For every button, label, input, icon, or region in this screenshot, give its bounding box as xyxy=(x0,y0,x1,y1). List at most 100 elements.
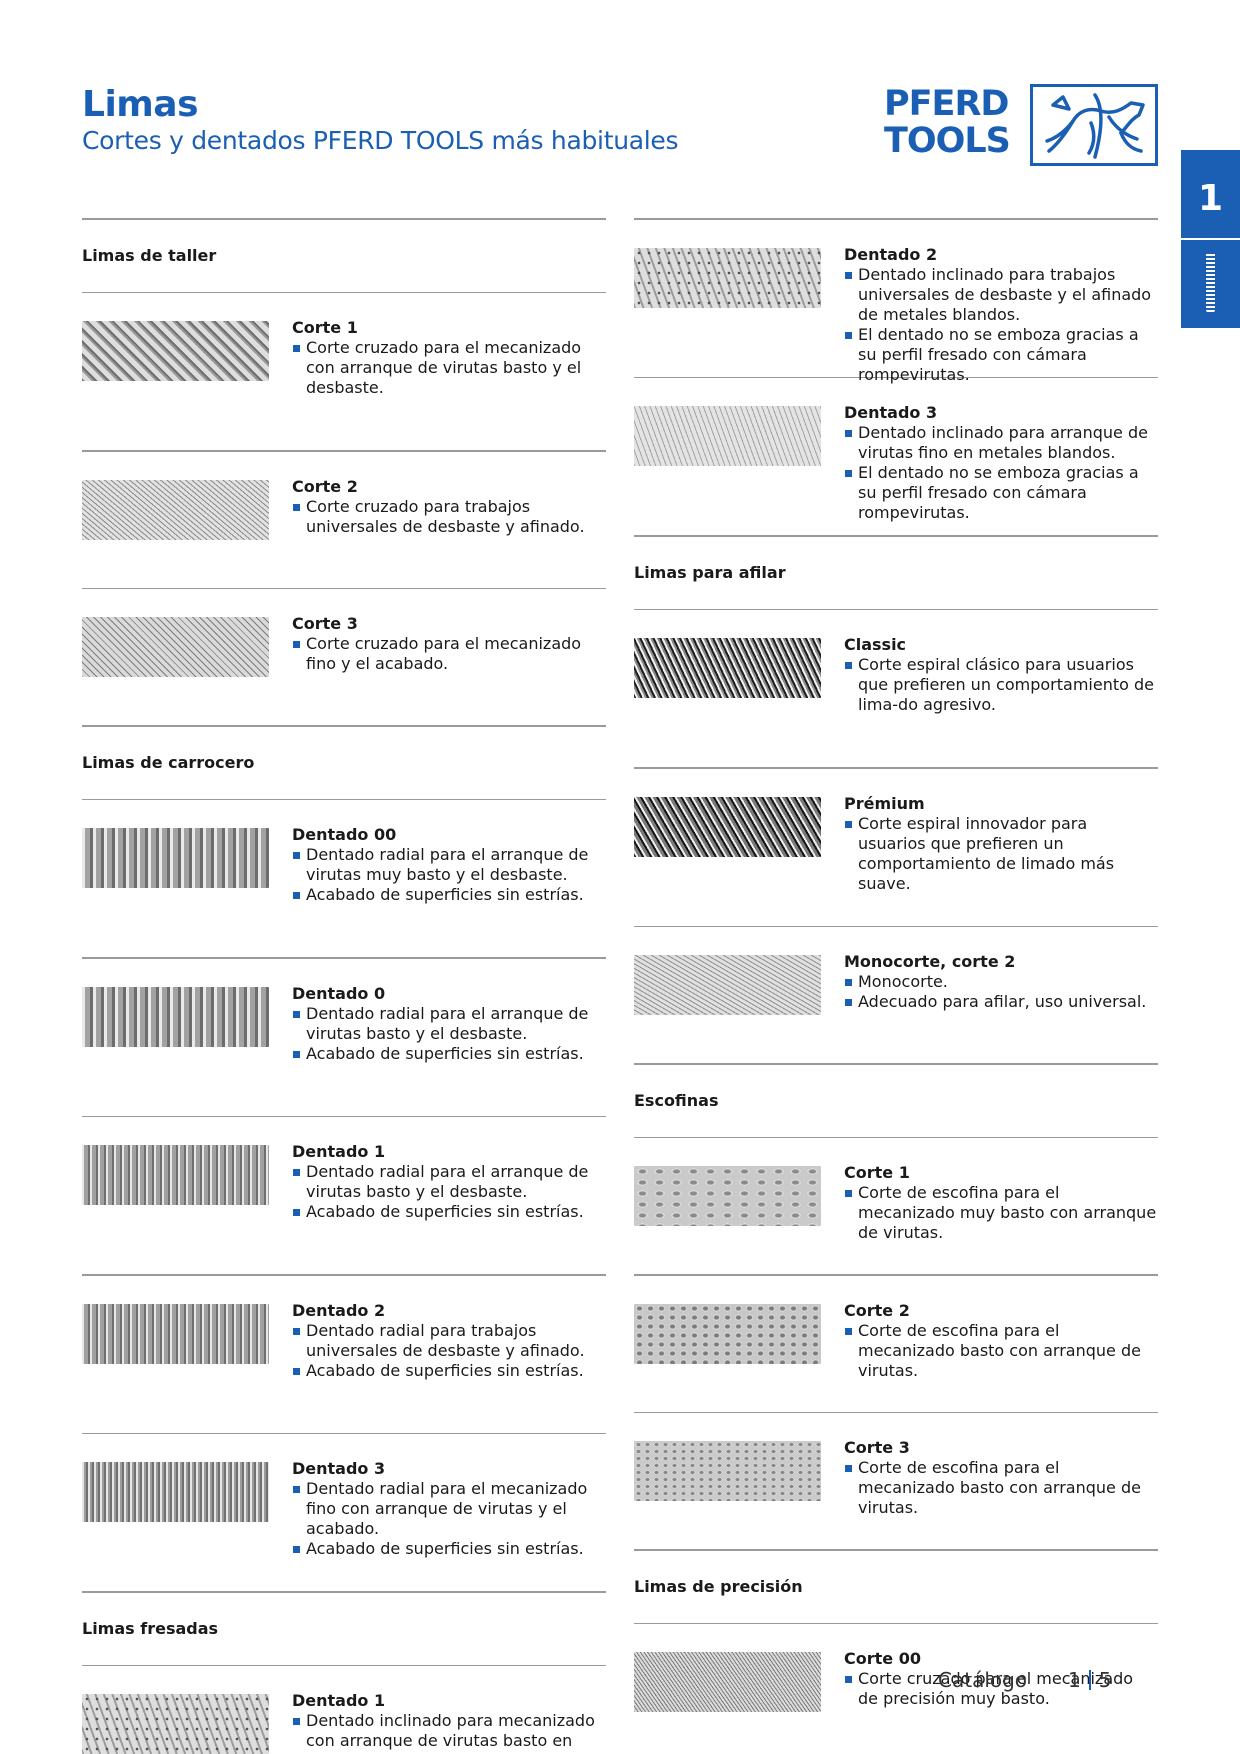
cut-bullet: Dentado radial para el mecanizado fino c… xyxy=(292,1479,606,1539)
cut-description: Dentado 1 Dentado radial para el arranque… xyxy=(292,1142,606,1222)
cut-bullet: Dentado radial para el arranque de virut… xyxy=(292,1004,606,1044)
cut-title: Dentado 1 xyxy=(292,1691,386,1710)
cut-bullet: Corte de escofina para el mecanizado muy… xyxy=(844,1183,1158,1243)
footer-catalog-label: Catálogo xyxy=(938,1668,1028,1692)
footer-page: 5 xyxy=(1098,1668,1112,1692)
cut-description: Corte 2 Corte cruzado para trabajos unive… xyxy=(292,477,606,537)
cut-texture-swatch xyxy=(82,1694,269,1754)
left-column: Limas de taller Corte 1 Corte cruzado para… xyxy=(82,218,606,1754)
section-rule xyxy=(82,798,606,800)
entry-rule xyxy=(634,1274,1158,1276)
cut-texture-swatch xyxy=(634,1652,821,1712)
cut-bullet: El dentado no se emboza gracias a su per… xyxy=(844,463,1158,523)
cut-bullet: Corte espiral innovador para usuarios qu… xyxy=(844,814,1158,894)
entry-rule xyxy=(634,1549,1158,1551)
cut-description: Dentado 3 Dentado inclinado para arranque… xyxy=(844,403,1158,523)
pferd-logo: PFERD TOOLS xyxy=(884,84,1158,166)
file-cut-entry: Classic Corte espiral clásico para usuari… xyxy=(634,610,1158,767)
cut-bullet: Acabado de superficies sin estrías. xyxy=(292,1361,606,1381)
file-icon xyxy=(1206,252,1215,312)
entry-rule xyxy=(634,925,1158,927)
cut-texture-swatch xyxy=(82,1145,269,1205)
cut-title: Dentado 00 xyxy=(292,825,397,844)
cut-title: Dentado 0 xyxy=(292,983,386,1003)
cut-title: Monocorte, corte 2 xyxy=(844,952,1016,971)
cut-texture-swatch xyxy=(634,955,821,1015)
entry-rule xyxy=(634,1411,1158,1413)
section-heading: Escofinas xyxy=(634,1091,719,1110)
cut-texture-swatch xyxy=(82,479,269,540)
file-cut-entry: Dentado 2 Dentado radial para trabajos un… xyxy=(82,1276,606,1433)
chapter-tab-divider xyxy=(1181,238,1240,240)
cut-bullet: Dentado radial para el arranque de virut… xyxy=(292,1162,606,1202)
cut-description: Monocorte, corte 2 Monocorte. Adecuado par… xyxy=(844,952,1158,1012)
entry-rule xyxy=(82,725,606,727)
logo-line-2: TOOLS xyxy=(884,121,1011,161)
cut-title: Corte 3 xyxy=(292,614,358,633)
cut-title: Dentado 3 xyxy=(844,403,938,422)
cut-description: Prémium Corte espiral innovador para usua… xyxy=(844,794,1158,894)
cut-bullet: Dentado inclinado para arranque de virut… xyxy=(844,423,1158,463)
logo-wordmark: PFERD TOOLS xyxy=(884,84,1011,161)
cut-texture-swatch xyxy=(82,986,269,1047)
cut-bullet: Corte espiral clásico para usuarios que … xyxy=(844,655,1158,715)
cut-bullet: Dentado inclinado para trabajos universa… xyxy=(844,265,1158,325)
cut-description: Dentado 00 Dentado radial para el arranqu… xyxy=(292,825,606,905)
file-cut-entry: Dentado 3 Dentado inclinado para arranque… xyxy=(634,378,1158,535)
cut-bullet: Dentado radial para el arranque de virut… xyxy=(292,845,606,885)
entry-rule xyxy=(82,1591,606,1593)
cut-title: Classic xyxy=(844,635,907,654)
cut-description: Dentado 0 Dentado radial para el arranque… xyxy=(292,984,606,1064)
chapter-number: 1 xyxy=(1197,178,1224,219)
cut-bullet: Acabado de superficies sin estrías. xyxy=(292,1539,606,1559)
section-rule xyxy=(82,218,606,220)
cut-bullet: Corte cruzado para el mecanizado de prec… xyxy=(844,1669,1158,1709)
file-cut-entry: Corte 1 Corte cruzado para el mecanizado … xyxy=(82,293,606,450)
entry-rule xyxy=(82,1274,606,1276)
cut-description: Corte 2 Corte de escofina para el mecaniz… xyxy=(844,1301,1158,1381)
logo-line-1: PFERD xyxy=(884,84,1009,124)
chapter-tab[interactable]: 1 xyxy=(1181,150,1240,328)
cut-title: Dentado 1 xyxy=(292,1142,386,1161)
cut-bullet: Corte de escofina para el mecanizado bas… xyxy=(844,1458,1158,1518)
section-heading: Limas para afilar xyxy=(634,563,786,582)
entry-rule xyxy=(634,376,1158,378)
section-rule xyxy=(634,1622,1158,1624)
cut-title: Corte 1 xyxy=(292,318,358,337)
page-subtitle: Cortes y dentados PFERD TOOLS más habitu… xyxy=(82,126,679,155)
cut-description: Corte 1 Corte cruzado para el mecanizado … xyxy=(292,318,606,398)
section-heading: Limas de carrocero xyxy=(82,753,255,772)
file-cut-entry: Prémium Corte espiral innovador para usua… xyxy=(634,769,1158,926)
cut-title: Corte 1 xyxy=(844,1163,910,1182)
cut-title: Corte 2 xyxy=(844,1300,910,1320)
cut-description: Corte 3 Corte de escofina para el mecaniz… xyxy=(844,1438,1158,1518)
entry-rule xyxy=(82,1432,606,1434)
cut-title: Prémium xyxy=(844,793,925,813)
file-cut-entry: Corte 2 Corte cruzado para trabajos unive… xyxy=(82,452,606,588)
cut-title: Dentado 2 xyxy=(844,244,938,264)
section-rule xyxy=(634,1136,1158,1138)
cut-bullet: El dentado no se emboza gracias a su per… xyxy=(844,325,1158,385)
cut-texture-swatch xyxy=(634,1303,821,1364)
cut-description: Dentado 2 Dentado inclinado para trabajos… xyxy=(844,245,1158,385)
cut-texture-swatch xyxy=(82,321,269,381)
cut-texture-swatch xyxy=(634,247,821,308)
cut-bullet: Acabado de superficies sin estrías. xyxy=(292,1044,606,1064)
entry-rule xyxy=(82,587,606,589)
file-cut-entry: Dentado 1 Dentado inclinado para mecaniza… xyxy=(82,1666,606,1754)
file-cut-entry: Corte 3 Corte cruzado para el mecanizado … xyxy=(82,589,606,725)
footer-chapter: 1 xyxy=(1068,1668,1081,1692)
cut-bullet: Acabado de superficies sin estrías. xyxy=(292,885,606,905)
file-cut-entry: Corte 1 Corte de escofina para el mecaniz… xyxy=(634,1138,1158,1274)
section-rule xyxy=(634,608,1158,610)
file-cut-entry: Monocorte, corte 2 Monocorte. Adecuado par… xyxy=(634,927,1158,1063)
section-rule xyxy=(82,1664,606,1666)
entry-rule xyxy=(82,450,606,452)
cut-description: Dentado 2 Dentado radial para trabajos un… xyxy=(292,1301,606,1381)
cut-bullet: Corte cruzado para el mecanizado fino y … xyxy=(292,634,606,674)
section-heading: Limas de precisión xyxy=(634,1577,803,1596)
cut-bullet: Corte cruzado para el mecanizado con arr… xyxy=(292,338,606,398)
cut-texture-swatch xyxy=(634,638,821,698)
cut-title: Dentado 3 xyxy=(292,1459,386,1478)
